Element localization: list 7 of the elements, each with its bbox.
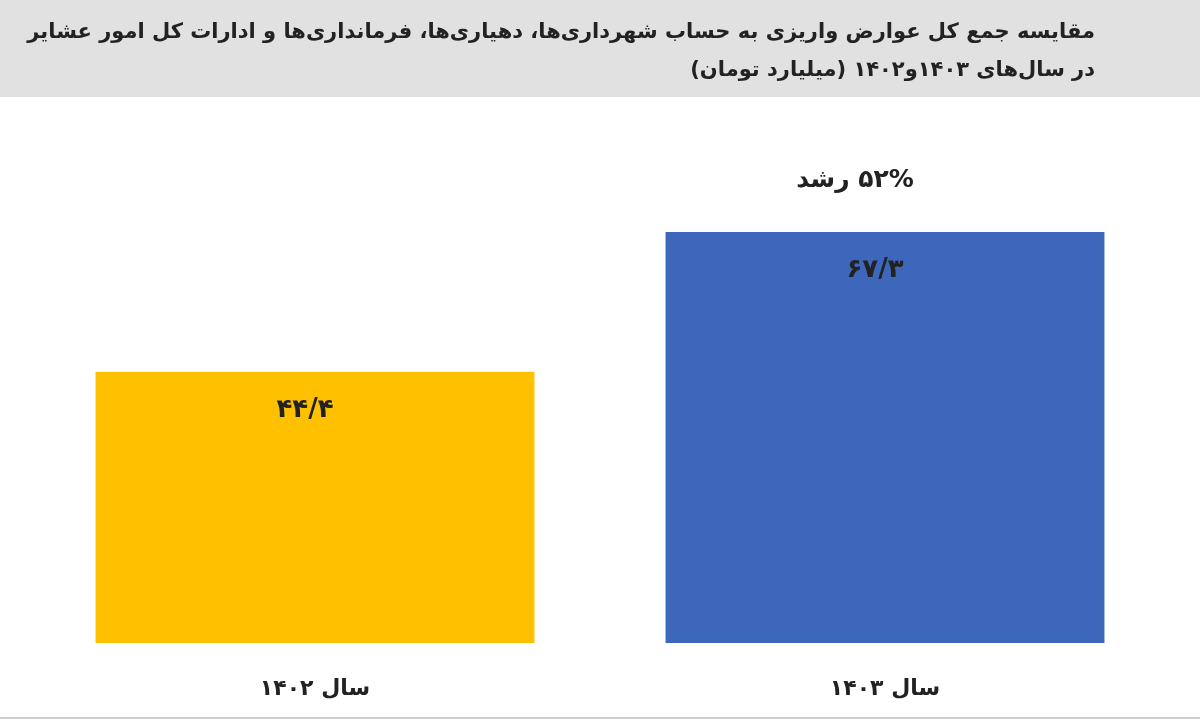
x-tick-label: سال ۱۴۰۲ <box>259 675 371 700</box>
data-label: ۴۴/۴ <box>276 392 334 423</box>
annotation: ۵۲% رشد <box>796 164 914 193</box>
chart-subtitle: در سال‌های ۱۴۰۳و۱۴۰۲ (میلیارد تومان) <box>690 57 1096 81</box>
x-tick-label: سال ۱۴۰۳ <box>829 675 941 700</box>
chart-title: مقایسه جمع کل عوارض واریزی به حساب شهرداری‌ها، دهیاری‌ها، فرمانداری‌ها و ادارات کل امور عشایر <box>26 19 1095 43</box>
data-label: ۶۷/۳ <box>846 253 904 283</box>
